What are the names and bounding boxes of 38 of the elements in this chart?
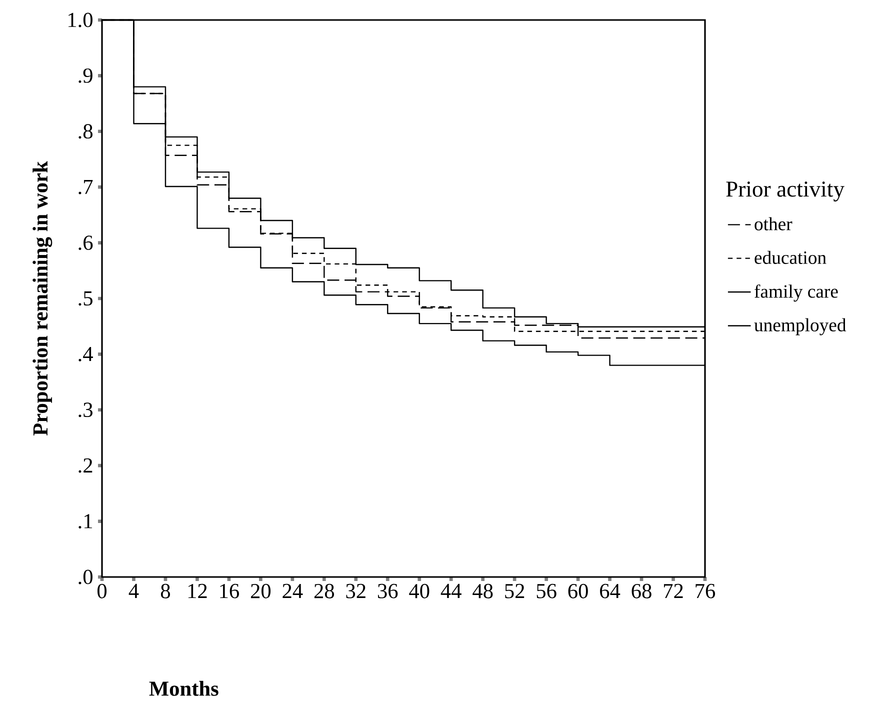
y-axis-title: Proportion remaining in work: [32, 161, 52, 436]
legend-label: unemployed: [754, 318, 846, 336]
x-tick-label: 16: [220, 584, 239, 598]
y-tick-label: .5: [78, 291, 92, 306]
y-tick-label: 1.0: [68, 12, 92, 28]
x-tick-label: 20: [250, 584, 271, 598]
x-tick-label: 60: [568, 584, 588, 598]
x-tick-label: 68: [632, 584, 652, 598]
y-tick-label: .4: [78, 347, 93, 362]
x-tick-label: 4: [128, 584, 139, 598]
x-tick-label: 56: [536, 584, 556, 598]
x-tick-label: 28: [314, 584, 334, 598]
x-tick-label: 40: [409, 584, 430, 598]
y-tick-label: .9: [78, 68, 92, 83]
x-tick-label: 12: [188, 584, 207, 598]
y-tick-label: .2: [78, 458, 92, 473]
x-tick-label: 52: [505, 584, 524, 598]
x-tick-label: 48: [472, 584, 493, 598]
x-tick-label: 64: [600, 584, 620, 598]
y-tick-label: .7: [78, 180, 93, 194]
y-tick-label: .8: [78, 124, 92, 139]
x-tick-label: 76: [696, 584, 716, 598]
x-tick-label: 8: [160, 584, 170, 598]
x-tick-label: 44: [440, 584, 462, 598]
y-tick-label: .6: [78, 236, 93, 250]
y-tick-label: .3: [78, 402, 92, 418]
y-tick-label: .1: [78, 514, 92, 528]
legend-label: family care: [754, 284, 838, 302]
x-tick-label: 72: [664, 584, 683, 598]
x-axis-title: Months: [149, 680, 218, 696]
x-tick-label: 32: [346, 584, 366, 598]
legend-label: other: [754, 217, 792, 230]
x-tick-label: 24: [282, 584, 303, 598]
legend-title: Prior activity: [726, 182, 844, 202]
x-tick-label: 0: [97, 584, 107, 598]
y-tick-label: .0: [78, 570, 92, 584]
legend-label: education: [754, 250, 826, 264]
x-tick-label: 36: [378, 584, 398, 598]
